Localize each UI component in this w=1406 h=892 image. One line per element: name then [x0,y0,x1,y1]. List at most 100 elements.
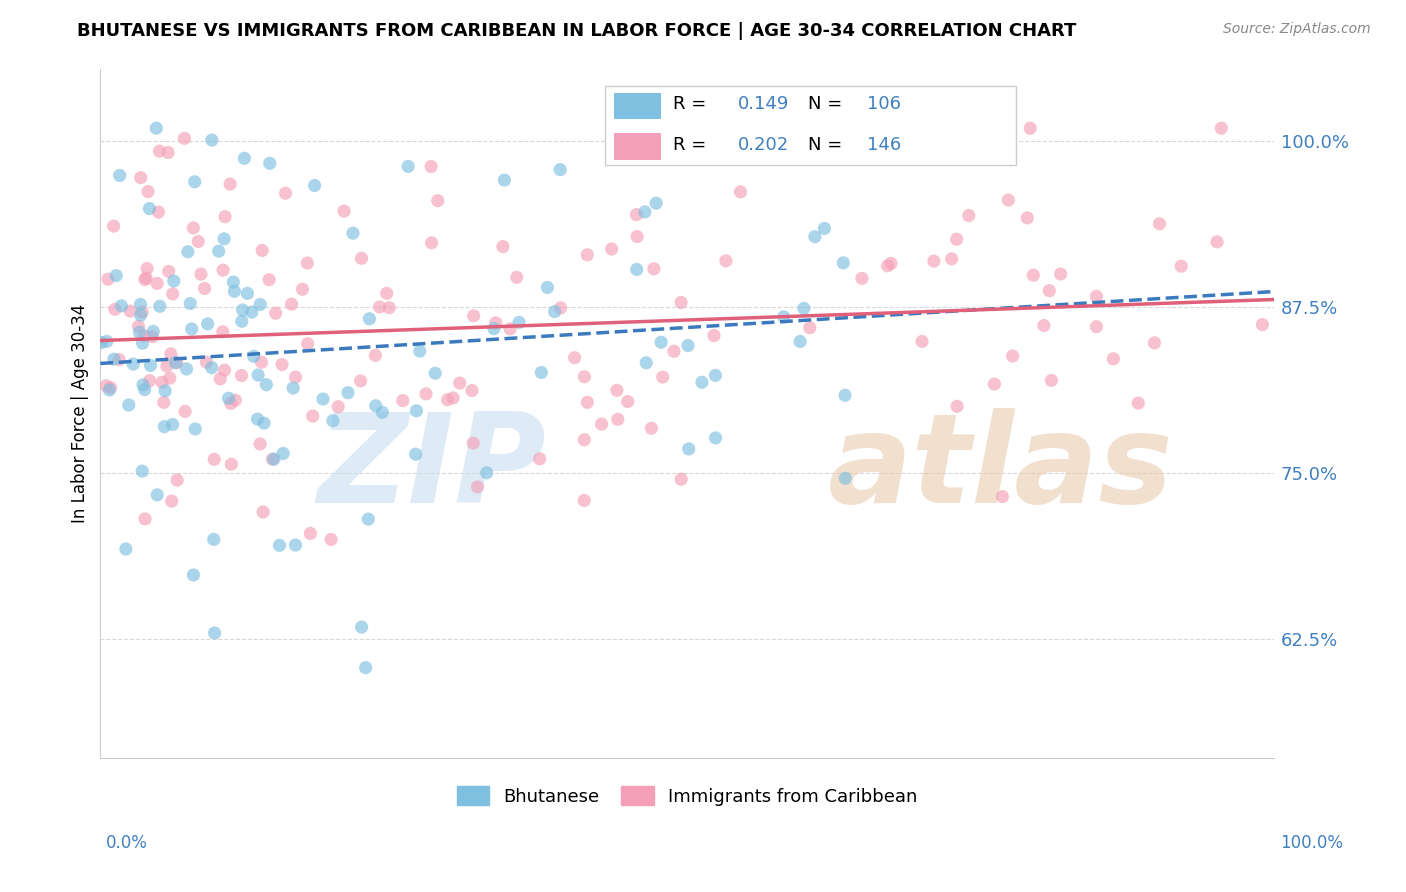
Point [1017,211,1039,225]
Point [152,395,174,409]
Point [1038,284,1060,298]
Point [834,471,856,485]
Point [350,252,373,266]
Point [104,302,127,317]
Point [304,178,326,193]
Point [420,235,443,250]
Point [219,177,242,191]
Point [250,244,273,258]
Point [193,281,215,295]
Point [319,533,342,547]
Point [271,446,294,460]
Point [945,232,967,246]
Point [173,131,195,145]
Point [134,383,156,397]
Point [550,301,572,315]
Point [269,538,291,552]
Point [797,150,820,164]
Point [162,286,184,301]
Point [208,244,231,259]
Point [90,335,112,350]
Point [219,396,242,410]
Point [991,490,1014,504]
Point [1019,121,1042,136]
Point [139,359,162,373]
Point [485,316,508,330]
Point [669,472,692,486]
Point [1102,351,1125,366]
Point [262,452,284,467]
Point [177,244,200,259]
Point [506,270,529,285]
Point [145,121,167,136]
Point [224,393,246,408]
Point [1049,267,1071,281]
Point [284,538,307,552]
Point [606,412,628,426]
Point [98,383,121,397]
Point [643,261,665,276]
Point [108,352,131,367]
Point [1022,268,1045,283]
Point [131,305,153,319]
Point [257,273,280,287]
Point [209,372,232,386]
Point [606,384,628,398]
Point [108,169,131,183]
Point [548,162,571,177]
Point [772,310,794,324]
Point [405,447,427,461]
Point [941,252,963,266]
Point [337,385,360,400]
Point [1170,259,1192,273]
Point [299,526,322,541]
Point [183,175,205,189]
Point [492,239,515,253]
Point [690,376,713,390]
Point [415,387,437,401]
Point [291,282,314,296]
Point [997,193,1019,207]
Point [676,338,699,352]
Point [197,317,219,331]
Point [364,348,387,362]
Point [574,493,596,508]
Point [165,356,187,370]
Text: N =: N = [808,95,848,113]
Point [183,220,205,235]
Point [645,196,668,211]
Point [187,235,209,249]
Point [131,464,153,478]
Point [264,306,287,320]
Point [103,219,125,233]
Point [1128,396,1150,410]
Point [129,297,152,311]
Point [704,431,727,445]
Point [201,133,224,147]
Point [236,286,259,301]
Text: 0.0%: 0.0% [105,834,148,852]
Point [793,301,815,316]
Point [1085,289,1108,303]
Point [368,300,391,314]
Legend: Bhutanese, Immigrants from Caribbean: Bhutanese, Immigrants from Caribbean [447,778,927,815]
Point [214,363,236,377]
Point [231,368,253,383]
Point [301,409,323,423]
Point [576,248,599,262]
Point [222,275,245,289]
Point [103,352,125,367]
Point [678,442,700,456]
Point [94,379,117,393]
Point [342,226,364,240]
Point [129,170,152,185]
Point [128,319,150,334]
Point [703,328,725,343]
Point [132,378,155,392]
Point [851,271,873,285]
Point [254,377,277,392]
Point [204,626,226,640]
Point [1251,318,1274,332]
Point [467,480,489,494]
Point [651,370,673,384]
